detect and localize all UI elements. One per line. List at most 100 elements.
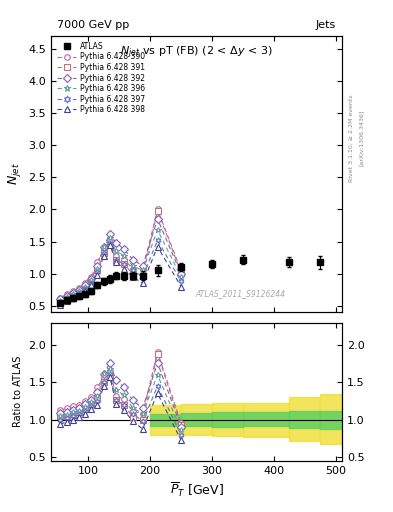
Pythia 6.428 391 bbox=[83, 285, 88, 291]
Pythia 6.428 390 bbox=[122, 257, 127, 263]
Pythia 6.428 391 bbox=[114, 257, 118, 263]
Pythia 6.428 392 bbox=[122, 246, 127, 252]
Pythia 6.428 392 bbox=[83, 282, 88, 288]
Pythia 6.428 396 bbox=[83, 284, 88, 290]
Pythia 6.428 392 bbox=[108, 231, 112, 237]
Text: [arXiv:1306.3436]: [arXiv:1306.3436] bbox=[359, 110, 364, 166]
Pythia 6.428 396 bbox=[122, 252, 127, 259]
Pythia 6.428 397 bbox=[83, 286, 88, 292]
Pythia 6.428 392 bbox=[64, 293, 69, 299]
Pythia 6.428 392 bbox=[179, 271, 184, 277]
Pythia 6.428 396 bbox=[179, 274, 184, 280]
Pythia 6.428 397 bbox=[95, 269, 100, 275]
Pythia 6.428 391 bbox=[108, 242, 112, 248]
Pythia 6.428 398 bbox=[101, 252, 106, 259]
Pythia 6.428 396 bbox=[58, 297, 63, 304]
Pythia 6.428 391 bbox=[140, 273, 145, 280]
Pythia 6.428 397 bbox=[77, 290, 81, 296]
Pythia 6.428 398 bbox=[179, 284, 184, 290]
Line: Pythia 6.428 391: Pythia 6.428 391 bbox=[58, 208, 184, 304]
Pythia 6.428 398 bbox=[108, 242, 112, 248]
Pythia 6.428 391 bbox=[101, 250, 106, 256]
Pythia 6.428 398 bbox=[140, 280, 145, 286]
Pythia 6.428 390 bbox=[83, 280, 88, 286]
Legend: ATLAS, Pythia 6.428 390, Pythia 6.428 391, Pythia 6.428 392, Pythia 6.428 396, P: ATLAS, Pythia 6.428 390, Pythia 6.428 39… bbox=[55, 39, 147, 116]
Pythia 6.428 398 bbox=[89, 282, 94, 288]
Pythia 6.428 397 bbox=[122, 261, 127, 267]
Text: Jets: Jets bbox=[316, 20, 336, 30]
Pythia 6.428 391 bbox=[95, 267, 100, 273]
Pythia 6.428 390 bbox=[77, 285, 81, 291]
Pythia 6.428 396 bbox=[140, 267, 145, 273]
Pythia 6.428 392 bbox=[89, 276, 94, 282]
Text: 7000 GeV pp: 7000 GeV pp bbox=[57, 20, 129, 30]
Pythia 6.428 398 bbox=[58, 302, 63, 308]
Text: $N_{jet}$ vs pT (FB) (2 < $\Delta y$ < 3): $N_{jet}$ vs pT (FB) (2 < $\Delta y$ < 3… bbox=[120, 44, 273, 60]
Pythia 6.428 390 bbox=[130, 265, 135, 271]
Pythia 6.428 396 bbox=[77, 288, 81, 294]
Pythia 6.428 397 bbox=[64, 296, 69, 303]
Pythia 6.428 398 bbox=[155, 244, 160, 250]
Pythia 6.428 391 bbox=[130, 271, 135, 277]
Pythia 6.428 397 bbox=[108, 240, 112, 246]
Pythia 6.428 392 bbox=[140, 263, 145, 269]
Pythia 6.428 397 bbox=[114, 257, 118, 263]
Pythia 6.428 391 bbox=[179, 269, 184, 275]
Pythia 6.428 398 bbox=[122, 265, 127, 271]
Pythia 6.428 390 bbox=[114, 252, 118, 259]
Pythia 6.428 391 bbox=[122, 261, 127, 267]
Pythia 6.428 392 bbox=[70, 290, 75, 296]
Pythia 6.428 398 bbox=[64, 298, 69, 304]
Pythia 6.428 391 bbox=[77, 289, 81, 295]
Pythia 6.428 398 bbox=[95, 272, 100, 278]
Y-axis label: Ratio to ATLAS: Ratio to ATLAS bbox=[13, 356, 23, 428]
Line: Pythia 6.428 396: Pythia 6.428 396 bbox=[58, 227, 184, 304]
Pythia 6.428 391 bbox=[64, 295, 69, 301]
Pythia 6.428 398 bbox=[83, 288, 88, 294]
Pythia 6.428 390 bbox=[95, 259, 100, 265]
Pythia 6.428 397 bbox=[58, 300, 63, 306]
Pythia 6.428 390 bbox=[108, 237, 112, 243]
Line: Pythia 6.428 398: Pythia 6.428 398 bbox=[58, 242, 184, 307]
Pythia 6.428 392 bbox=[130, 257, 135, 263]
Pythia 6.428 396 bbox=[130, 263, 135, 269]
Pythia 6.428 396 bbox=[114, 248, 118, 254]
Pythia 6.428 398 bbox=[130, 274, 135, 280]
Pythia 6.428 398 bbox=[70, 295, 75, 301]
Pythia 6.428 396 bbox=[70, 291, 75, 297]
Pythia 6.428 390 bbox=[101, 246, 106, 252]
Pythia 6.428 396 bbox=[95, 265, 100, 271]
Pythia 6.428 392 bbox=[114, 240, 118, 246]
Pythia 6.428 396 bbox=[108, 235, 112, 241]
Line: Pythia 6.428 392: Pythia 6.428 392 bbox=[58, 216, 184, 302]
Pythia 6.428 398 bbox=[114, 259, 118, 265]
Pythia 6.428 390 bbox=[89, 274, 94, 280]
Pythia 6.428 396 bbox=[64, 294, 69, 301]
Pythia 6.428 392 bbox=[155, 216, 160, 222]
Line: Pythia 6.428 390: Pythia 6.428 390 bbox=[58, 207, 184, 301]
Pythia 6.428 392 bbox=[95, 263, 100, 269]
Pythia 6.428 391 bbox=[58, 297, 63, 304]
Text: ATLAS_2011_S9126244: ATLAS_2011_S9126244 bbox=[195, 289, 285, 298]
X-axis label: $\overline{P}_T$ [GeV]: $\overline{P}_T$ [GeV] bbox=[169, 481, 224, 499]
Pythia 6.428 397 bbox=[155, 237, 160, 243]
Pythia 6.428 396 bbox=[101, 244, 106, 250]
Pythia 6.428 396 bbox=[155, 227, 160, 233]
Pythia 6.428 392 bbox=[101, 244, 106, 250]
Pythia 6.428 390 bbox=[70, 288, 75, 294]
Pythia 6.428 398 bbox=[77, 292, 81, 298]
Y-axis label: $N_{jet}$: $N_{jet}$ bbox=[6, 163, 23, 185]
Text: Rivet 3.1.10, ≥ 2.2M events: Rivet 3.1.10, ≥ 2.2M events bbox=[349, 94, 354, 182]
Pythia 6.428 392 bbox=[77, 287, 81, 293]
Pythia 6.428 390 bbox=[140, 267, 145, 273]
Pythia 6.428 397 bbox=[179, 279, 184, 285]
Pythia 6.428 397 bbox=[89, 280, 94, 286]
Pythia 6.428 397 bbox=[101, 250, 106, 256]
Pythia 6.428 391 bbox=[89, 279, 94, 285]
Pythia 6.428 390 bbox=[58, 295, 63, 301]
Pythia 6.428 397 bbox=[130, 267, 135, 273]
Pythia 6.428 390 bbox=[179, 267, 184, 273]
Pythia 6.428 390 bbox=[64, 291, 69, 297]
Pythia 6.428 396 bbox=[89, 277, 94, 283]
Pythia 6.428 391 bbox=[70, 292, 75, 298]
